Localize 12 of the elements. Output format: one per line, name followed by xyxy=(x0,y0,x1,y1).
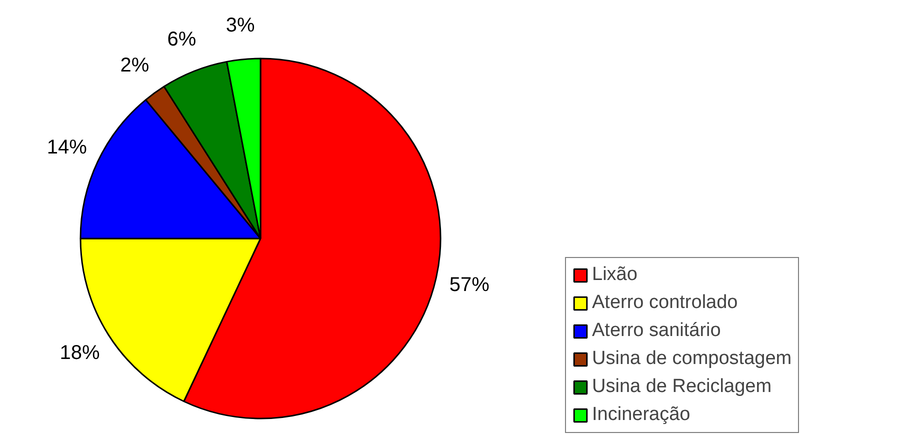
data-label: 57% xyxy=(449,274,490,296)
legend-label: Aterro controlado xyxy=(592,292,738,314)
data-label: 3% xyxy=(226,14,256,36)
data-label: 14% xyxy=(46,136,88,158)
data-label: 2% xyxy=(120,54,150,76)
legend-label: Usina de Reciclagem xyxy=(592,376,772,398)
data-label: 18% xyxy=(60,342,100,364)
legend-label: Aterro sanitário xyxy=(592,320,721,342)
legend-label: Lixão xyxy=(592,264,638,286)
data-label: 6% xyxy=(167,28,196,51)
legend-label: Incineração xyxy=(592,404,690,426)
legend-label: Usina de compostagem xyxy=(592,348,792,370)
